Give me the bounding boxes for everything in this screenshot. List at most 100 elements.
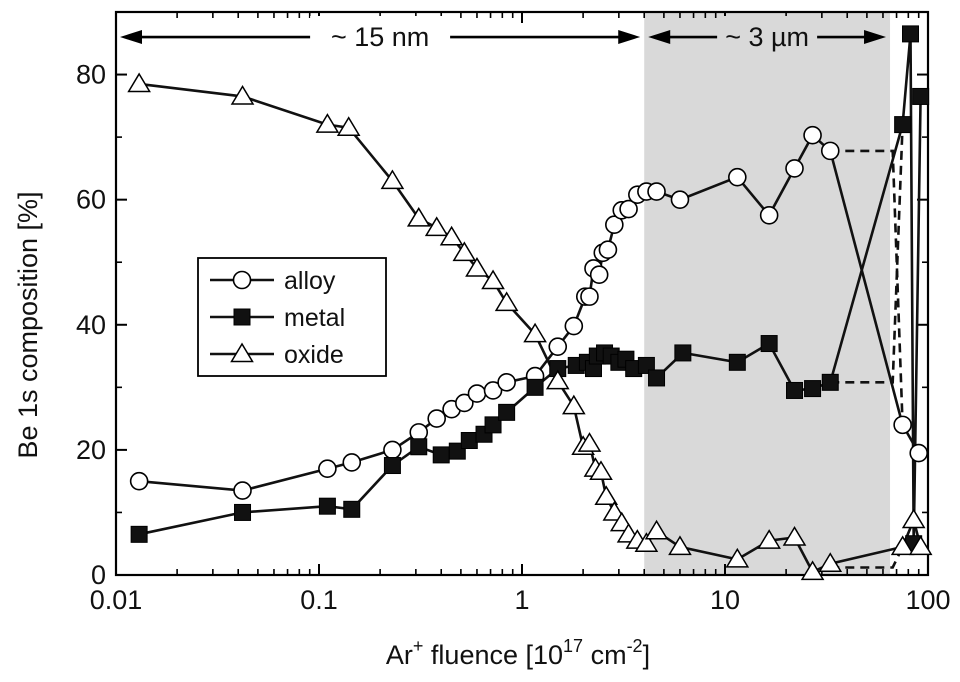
data-point-oxide	[577, 432, 602, 452]
data-point-alloy	[455, 393, 474, 413]
data-point-oxide	[908, 535, 933, 556]
data-point-oxide	[589, 460, 613, 481]
x-tick-label: 10	[710, 585, 740, 615]
data-point-oxide	[481, 269, 505, 290]
data-point-oxide	[561, 394, 586, 415]
series-markers-layer	[127, 25, 933, 581]
data-point-oxide	[424, 216, 449, 237]
data-point-alloy	[605, 215, 624, 234]
data-point-alloy	[619, 199, 638, 219]
data-point-alloy	[759, 206, 779, 225]
data-point-alloy	[589, 265, 609, 285]
legend-label-alloy: alloy	[284, 267, 336, 295]
legend-marker-metal	[233, 308, 251, 326]
annotation-label-bg	[717, 16, 818, 52]
legend-label-oxide: oxide	[284, 341, 344, 369]
data-point-oxide	[890, 535, 915, 556]
data-point-alloy	[483, 381, 503, 400]
data-point-alloy	[803, 125, 822, 145]
x-axis-title-sup2: 17	[563, 636, 583, 656]
data-point-oxide	[594, 485, 619, 506]
data-point-alloy	[728, 167, 747, 187]
data-point-oxide	[380, 169, 405, 190]
data-point-oxide	[644, 519, 669, 540]
annotation-label-bg	[310, 16, 451, 52]
annotation-arrow-head-left	[120, 30, 142, 45]
data-point-metal	[648, 369, 666, 387]
data-point-oxide	[901, 508, 926, 529]
data-point-oxide	[127, 72, 151, 93]
data-point-metal	[821, 373, 839, 391]
data-point-alloy	[497, 373, 516, 392]
x-axis-title-sup3: -2	[627, 636, 643, 656]
data-point-metal	[526, 378, 544, 396]
data-point-metal	[410, 438, 428, 456]
data-point-alloy	[129, 471, 149, 491]
data-point-metal	[383, 457, 401, 475]
legend: alloy metal oxide	[197, 257, 387, 377]
shaded-region	[644, 12, 891, 575]
data-point-oxide	[782, 526, 807, 546]
data-point-metal	[804, 380, 822, 398]
x-tick-label: 100	[905, 585, 950, 615]
series-dashed-alloy	[830, 149, 904, 425]
data-point-oxide	[668, 535, 692, 556]
data-point-metal	[912, 87, 930, 105]
data-point-alloy	[598, 240, 618, 260]
data-point-alloy	[318, 459, 337, 478]
data-point-oxide	[452, 241, 477, 262]
data-point-metal	[498, 403, 516, 421]
annotation-arrow-head-right	[864, 30, 887, 45]
data-point-metal	[432, 446, 450, 464]
data-point-metal	[484, 416, 502, 434]
x-axis-title-unit: cm	[583, 640, 627, 670]
data-point-oxide	[523, 322, 547, 343]
data-point-oxide	[336, 116, 361, 136]
data-point-oxide	[315, 113, 340, 133]
data-point-alloy	[548, 337, 568, 356]
y-axis-title: Be 1s composition [%]	[13, 191, 43, 458]
x-tick-label: 0.1	[300, 585, 338, 615]
series-dashed-metal	[830, 124, 904, 384]
y-tick-label: 0	[91, 560, 106, 590]
x-axis-title-main: Ar	[386, 640, 413, 670]
data-point-oxide	[725, 547, 750, 568]
data-point-alloy	[383, 440, 402, 460]
annotation-arrow-head-left	[648, 30, 671, 45]
axes-layer: 0.01 0.1 1 10 100 0 20 40 60 80	[76, 10, 951, 615]
data-point-oxide	[439, 225, 464, 246]
data-point-alloy	[233, 481, 252, 500]
data-point-metal	[760, 335, 778, 353]
annotation-label: ~ 3 µm	[725, 22, 809, 52]
data-point-alloy	[342, 453, 362, 472]
legend-marker-oxide	[230, 342, 254, 363]
annotation-arrow-head-right	[618, 30, 641, 45]
x-axis-title-close: ]	[643, 640, 651, 670]
y-tick-label: 80	[76, 60, 106, 90]
data-point-metal	[318, 497, 336, 515]
data-point-alloy	[909, 443, 929, 463]
data-point-oxide	[800, 560, 825, 581]
x-axis-title-sup1: +	[413, 636, 424, 656]
data-point-oxide	[406, 206, 431, 227]
legend-marker-alloy	[232, 270, 252, 290]
x-tick-label: 0.01	[90, 585, 143, 615]
data-point-alloy	[893, 415, 912, 435]
data-point-alloy	[820, 141, 840, 161]
data-point-metal	[674, 344, 692, 362]
data-point-metal	[637, 356, 655, 374]
x-tick-label: 1	[514, 585, 529, 615]
data-point-metal	[343, 500, 361, 518]
y-tick-label: 20	[76, 435, 106, 465]
legend-label-metal: metal	[284, 304, 345, 332]
data-point-oxide	[545, 369, 570, 390]
data-point-oxide	[494, 291, 519, 312]
data-point-alloy	[564, 316, 584, 336]
data-point-oxide	[757, 529, 781, 549]
data-point-alloy	[785, 159, 804, 178]
data-point-metal	[728, 353, 746, 371]
data-point-alloy	[670, 190, 690, 209]
data-point-alloy	[647, 182, 666, 201]
